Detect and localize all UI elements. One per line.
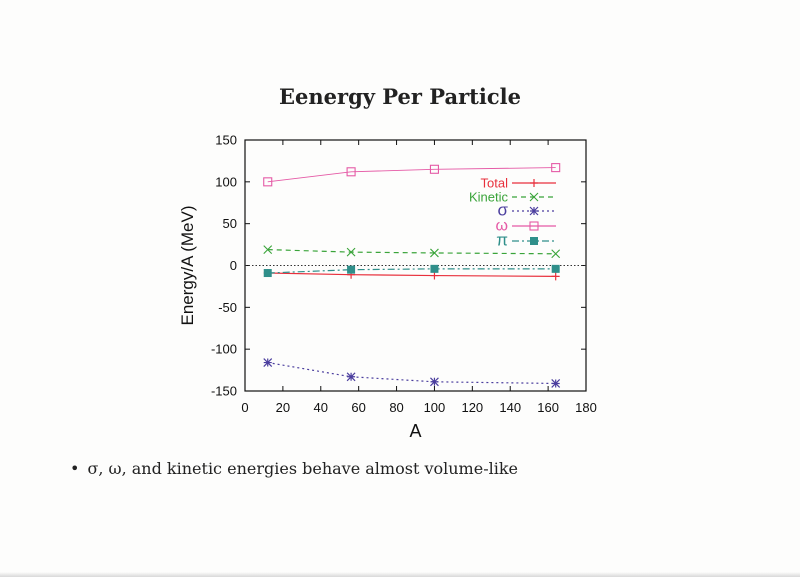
- data-point: [263, 358, 273, 367]
- data-point: [551, 379, 561, 388]
- page-edge: [0, 572, 800, 577]
- legend-marker: [529, 206, 539, 216]
- bullet-text: σ, ω, and kinetic energies behave almost…: [87, 459, 518, 478]
- x-tick-label: 160: [537, 400, 559, 415]
- legend-label: σ: [498, 201, 509, 220]
- legend-marker: [529, 192, 539, 202]
- legend-marker: [530, 179, 538, 187]
- x-tick-label: 80: [389, 400, 403, 415]
- x-tick-label: 20: [276, 400, 290, 415]
- data-point: [551, 163, 561, 173]
- y-tick-label: -50: [218, 300, 237, 315]
- data-point: [263, 177, 273, 187]
- legend-label: Kinetic: [469, 190, 509, 205]
- bullet-dot: •: [70, 459, 80, 478]
- y-tick-label: 50: [223, 216, 237, 231]
- data-point: [430, 271, 439, 280]
- plot-frame: [244, 139, 587, 392]
- x-tick-label: 40: [314, 400, 328, 415]
- y-tick-label: 100: [215, 174, 237, 189]
- data-point: [551, 272, 560, 281]
- bullet-item: • σ, ω, and kinetic energies behave almos…: [70, 459, 518, 478]
- legend-marker: [530, 237, 538, 245]
- series-line-2: [267, 361, 556, 385]
- data-point: [430, 264, 439, 273]
- y-axis-label: Energy/A (MeV): [178, 206, 197, 326]
- x-tick-label: 120: [461, 400, 483, 415]
- x-tick-label: 140: [499, 400, 521, 415]
- series-line-1: [267, 249, 556, 255]
- data-point: [263, 245, 273, 254]
- data-point: [430, 377, 439, 387]
- y-tick-label: -100: [211, 342, 237, 357]
- x-axis-label: A: [409, 421, 421, 441]
- x-tick-label: 60: [351, 400, 365, 415]
- slide-title: Eenergy Per Particle: [279, 84, 521, 109]
- legend-marker: [529, 221, 539, 231]
- data-point: [263, 269, 272, 278]
- data-point: [347, 265, 356, 274]
- x-tick-label: 0: [241, 400, 248, 415]
- data-point: [551, 249, 561, 259]
- data-point: [346, 372, 356, 382]
- data-point: [430, 248, 439, 258]
- series-line-4: [267, 268, 556, 274]
- series-line-0: [267, 272, 556, 277]
- x-tick-label: 100: [424, 400, 446, 415]
- legend-label: ω: [496, 218, 509, 235]
- y-tick-label: 0: [230, 258, 237, 273]
- x-tick-label: 180: [575, 400, 597, 415]
- legend-label: Total: [481, 176, 509, 191]
- y-tick-label: -150: [211, 384, 237, 399]
- data-point: [551, 264, 560, 273]
- data-point: [346, 247, 356, 257]
- y-tick-label: 150: [215, 133, 237, 148]
- legend-label: π: [496, 231, 508, 250]
- series-line-3: [267, 167, 556, 183]
- data-point: [346, 167, 356, 177]
- data-point: [429, 164, 439, 174]
